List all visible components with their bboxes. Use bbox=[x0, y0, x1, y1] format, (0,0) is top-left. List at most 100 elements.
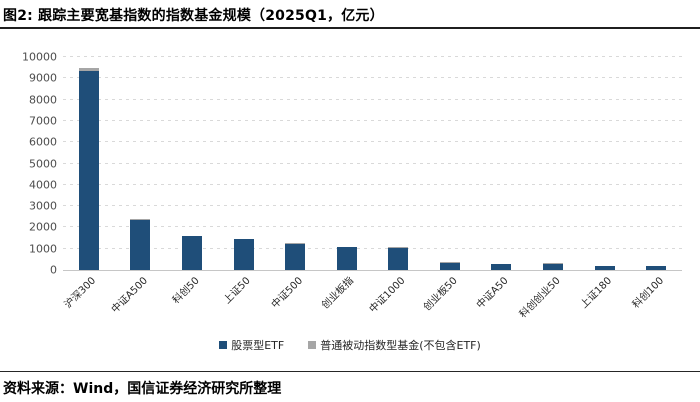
bar-segment-etf bbox=[181, 235, 202, 270]
gridline bbox=[63, 226, 682, 228]
bar-stack bbox=[130, 57, 151, 270]
y-tick-label: 9000 bbox=[29, 71, 57, 85]
bar-group-上证180 bbox=[579, 57, 631, 270]
bar-group-沪深300 bbox=[63, 57, 115, 270]
bar-segment-non-etf bbox=[285, 243, 306, 244]
bar-segment-etf bbox=[78, 70, 99, 270]
y-axis: 0 1000 2000 3000 4000 5000 6000 7000 8000 9000 100… bbox=[0, 52, 57, 276]
y-tick-label: 0 bbox=[50, 263, 57, 277]
bar-stack bbox=[388, 57, 409, 270]
bar-segment-etf bbox=[491, 263, 512, 270]
x-axis-label: 中证1000 bbox=[367, 275, 408, 316]
x-label-cell: 中证A50 bbox=[475, 273, 528, 331]
x-axis-label: 中证500 bbox=[269, 275, 305, 311]
bar-group-中证A500 bbox=[115, 57, 167, 270]
bar-segment-etf bbox=[594, 265, 615, 270]
bar-segment-etf bbox=[336, 247, 357, 270]
bar-segment-non-etf bbox=[388, 247, 409, 249]
x-label-cell: 创业板50 bbox=[421, 273, 476, 331]
title-divider bbox=[0, 27, 700, 29]
y-tick-label: 3000 bbox=[29, 199, 57, 213]
bar-stack bbox=[78, 57, 99, 270]
bar-group-科创50 bbox=[166, 57, 218, 270]
x-axis-label: 中证A500 bbox=[109, 275, 151, 316]
bar-stack bbox=[542, 57, 563, 270]
bar-group-创业板指 bbox=[321, 57, 373, 270]
y-tick-label: 4000 bbox=[29, 178, 57, 192]
gridline bbox=[63, 247, 682, 249]
bar-group-中证1000 bbox=[372, 57, 424, 270]
source-note: 资料来源：Wind，国信证券经济研究所整理 bbox=[3, 381, 282, 397]
bar-stack bbox=[233, 57, 254, 270]
x-axis-label: 创业板指 bbox=[320, 275, 357, 312]
x-label-cell: 上证50 bbox=[218, 273, 270, 331]
gridline bbox=[63, 77, 682, 79]
bar-segment-etf bbox=[233, 239, 254, 270]
bar-stack bbox=[181, 57, 202, 270]
y-tick-label: 1000 bbox=[29, 242, 57, 256]
bar-segment-etf bbox=[388, 248, 409, 270]
legend-label-etf: 股票型ETF bbox=[231, 339, 285, 352]
bar-group-上证50 bbox=[218, 57, 270, 270]
x-axis-label: 沪深300 bbox=[63, 275, 99, 311]
x-label-cell: 上证180 bbox=[579, 273, 631, 331]
bar-group-中证500 bbox=[269, 57, 321, 270]
gridline bbox=[63, 98, 682, 100]
x-label-cell: 中证500 bbox=[269, 273, 321, 331]
bar-segment-etf bbox=[542, 263, 563, 270]
x-axis-label: 上证180 bbox=[578, 275, 615, 311]
x-label-cell: 创业板指 bbox=[320, 273, 373, 331]
bar-group-中证A50 bbox=[476, 57, 528, 270]
figure-title: 图2: 跟踪主要宽基指数的指数基金规模（2025Q1，亿元） bbox=[3, 8, 384, 24]
bar-segment-etf bbox=[439, 263, 460, 270]
bar-segment-non-etf bbox=[130, 219, 151, 220]
gridline bbox=[63, 183, 682, 185]
bar-segment-non-etf bbox=[233, 238, 254, 240]
x-label-cell: 科创100 bbox=[630, 273, 682, 331]
x-axis-label: 创业板50 bbox=[421, 275, 460, 314]
bar-stack bbox=[285, 57, 306, 270]
legend-label-non-etf: 普通被动指数型基金(不包含ETF) bbox=[320, 339, 481, 352]
bar-stack bbox=[491, 57, 512, 270]
x-axis-labels: 沪深300 中证A500 科创50 上证50 中证500 创业板指 中证1000 创业板50 中… bbox=[63, 273, 682, 331]
bar-segment-etf bbox=[130, 219, 151, 270]
x-axis-label: 中证A50 bbox=[475, 275, 512, 312]
legend-item-etf: 股票型ETF bbox=[219, 337, 284, 353]
y-tick-label: 6000 bbox=[29, 135, 57, 149]
non-etf-swatch-icon bbox=[308, 341, 317, 349]
gridline bbox=[63, 56, 682, 57]
bar-stack bbox=[594, 57, 615, 270]
bar-group-科创创业50 bbox=[527, 57, 579, 270]
bar-segment-etf bbox=[285, 243, 306, 270]
x-label-cell: 科创50 bbox=[166, 273, 218, 331]
x-label-cell: 沪深300 bbox=[63, 273, 115, 331]
bar-segment-non-etf bbox=[439, 261, 460, 264]
x-axis-label: 上证50 bbox=[222, 275, 254, 307]
bar-segment-etf bbox=[646, 265, 667, 270]
legend-item-non-etf: 普通被动指数型基金(不包含ETF) bbox=[308, 337, 481, 353]
footer-divider bbox=[0, 371, 700, 372]
bar-group-科创100 bbox=[630, 57, 682, 270]
y-tick-label: 10000 bbox=[22, 50, 57, 64]
etf-swatch-icon bbox=[219, 341, 228, 349]
x-axis-label: 科创50 bbox=[170, 275, 202, 307]
gridline bbox=[63, 205, 682, 207]
bars-container bbox=[63, 57, 682, 270]
x-axis-label: 科创100 bbox=[630, 275, 666, 311]
y-tick-label: 2000 bbox=[29, 220, 57, 234]
bar-stack bbox=[439, 57, 460, 270]
gridline bbox=[63, 119, 682, 121]
gridline bbox=[63, 162, 682, 164]
y-tick-label: 5000 bbox=[29, 157, 57, 170]
bar-group-创业板50 bbox=[424, 57, 476, 270]
bar-stack bbox=[336, 57, 357, 270]
x-label-cell: 科创创业50 bbox=[518, 273, 579, 331]
y-tick-label: 7000 bbox=[29, 114, 57, 128]
x-label-cell: 中证A500 bbox=[110, 273, 167, 331]
legend: 股票型ETF 普通被动指数型基金(不包含ETF) bbox=[40, 337, 660, 353]
x-label-cell: 中证1000 bbox=[367, 273, 424, 331]
y-tick-label: 8000 bbox=[29, 93, 57, 107]
gridline bbox=[63, 141, 682, 143]
bar-segment-non-etf bbox=[78, 67, 99, 71]
